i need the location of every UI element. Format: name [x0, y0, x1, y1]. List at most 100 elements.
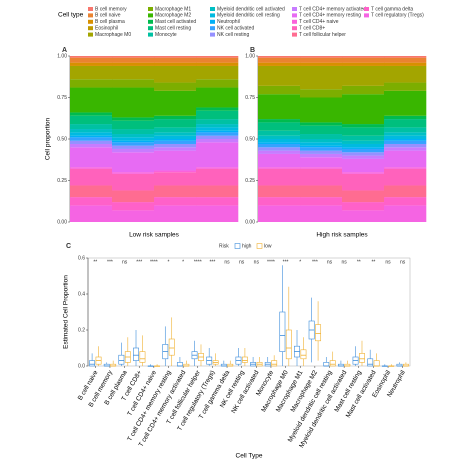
legend-key [292, 19, 297, 24]
stack-segment [154, 150, 197, 171]
stack-segment [112, 202, 155, 211]
stack-segment [342, 140, 385, 144]
stack-segment [196, 197, 239, 206]
box [300, 349, 307, 360]
significance: * [168, 259, 170, 265]
stack-segment [112, 140, 155, 143]
panel-label: B [250, 47, 255, 54]
significance: *** [209, 259, 215, 265]
stack-segment [342, 155, 385, 159]
y-tick-label: 0.4 [78, 291, 85, 297]
stack-segment [196, 119, 239, 125]
stack-segment [342, 62, 385, 66]
stack-segment [196, 107, 239, 111]
stack-segment [384, 140, 427, 144]
stack-segment [300, 57, 343, 63]
stack-segment [112, 137, 155, 141]
stack-segment [112, 65, 155, 80]
stack-segment [154, 147, 197, 151]
stack-segment [258, 94, 301, 120]
significance: **** [194, 259, 202, 265]
stack-segment [384, 82, 427, 91]
stack-segment [154, 135, 197, 139]
y-tick-label: 0.2 [78, 327, 85, 333]
stack-segment [300, 65, 343, 90]
y-axis-label: Cell proportion [45, 117, 52, 160]
stack-segment [196, 167, 239, 169]
stack-segment [196, 142, 239, 168]
stack-segment [196, 57, 239, 63]
stack-segment [258, 119, 301, 123]
significance: ns [224, 259, 230, 265]
box [168, 338, 175, 356]
stack-segment [196, 87, 239, 108]
stack-segment [342, 143, 385, 148]
stack-segment [70, 87, 113, 113]
legend-label: T cell follicular helper [299, 32, 346, 38]
y-tick-label: 0.0 [78, 363, 85, 369]
box [271, 360, 278, 367]
stack-segment [70, 137, 113, 141]
stack-segment [154, 140, 197, 144]
box [285, 329, 292, 360]
stack-segment [384, 135, 427, 139]
significance: **** [267, 259, 275, 265]
legend-title: Risk [219, 243, 229, 249]
stack-segment [258, 167, 301, 169]
stack-segment [384, 205, 427, 222]
legend-key [88, 19, 93, 24]
box [139, 351, 146, 363]
panel-label: C [66, 243, 71, 250]
stack-segment [300, 89, 343, 98]
stack-segment [70, 147, 113, 168]
stack-segment [196, 62, 239, 66]
stack-segment [70, 112, 113, 116]
stack-segment [342, 148, 385, 153]
y-tick-label: 0.50 [245, 136, 255, 142]
stack-segment [196, 132, 239, 136]
stack-segment [258, 143, 301, 148]
legend-key [88, 13, 93, 18]
stack-segment [342, 152, 385, 156]
stack-segment [258, 185, 301, 198]
stack-segment [384, 143, 427, 148]
significance: *** [136, 259, 142, 265]
legend-key [210, 13, 215, 18]
stack-segment [384, 62, 427, 66]
stack-segment [300, 142, 343, 146]
significance: *** [283, 259, 289, 265]
stack-segment [258, 130, 301, 136]
stack-segment [112, 145, 155, 149]
significance: ** [371, 259, 375, 265]
legend-key [88, 26, 93, 31]
stack-segment [112, 117, 155, 121]
stack-segment [196, 56, 239, 58]
stack-segment [342, 158, 385, 173]
significance: * [299, 259, 301, 265]
stack-segment [258, 85, 301, 95]
stack-segment [196, 65, 239, 80]
stack-segment [384, 147, 427, 151]
stack-segment [258, 150, 301, 154]
stack-segment [258, 147, 301, 151]
legend-key [292, 26, 297, 31]
x-axis-label: High risk samples [316, 232, 368, 239]
stack-segment [342, 85, 385, 95]
stack-segment [70, 57, 113, 63]
stack-segment [70, 168, 113, 186]
stack-segment [154, 62, 197, 66]
legend-key [88, 7, 93, 11]
y-tick-label: 0.50 [57, 136, 67, 142]
legend-label: T cell CD8+ [299, 26, 325, 32]
stack-segment [384, 132, 427, 136]
significance: * [182, 259, 184, 265]
stack-segment [384, 139, 427, 141]
stack-segment [112, 172, 155, 174]
stack-segment [342, 127, 385, 136]
stack-segment [342, 172, 385, 174]
stack-segment [154, 197, 197, 206]
stack-segment [196, 124, 239, 128]
stack-segment [258, 197, 301, 206]
significance: ** [357, 259, 361, 265]
